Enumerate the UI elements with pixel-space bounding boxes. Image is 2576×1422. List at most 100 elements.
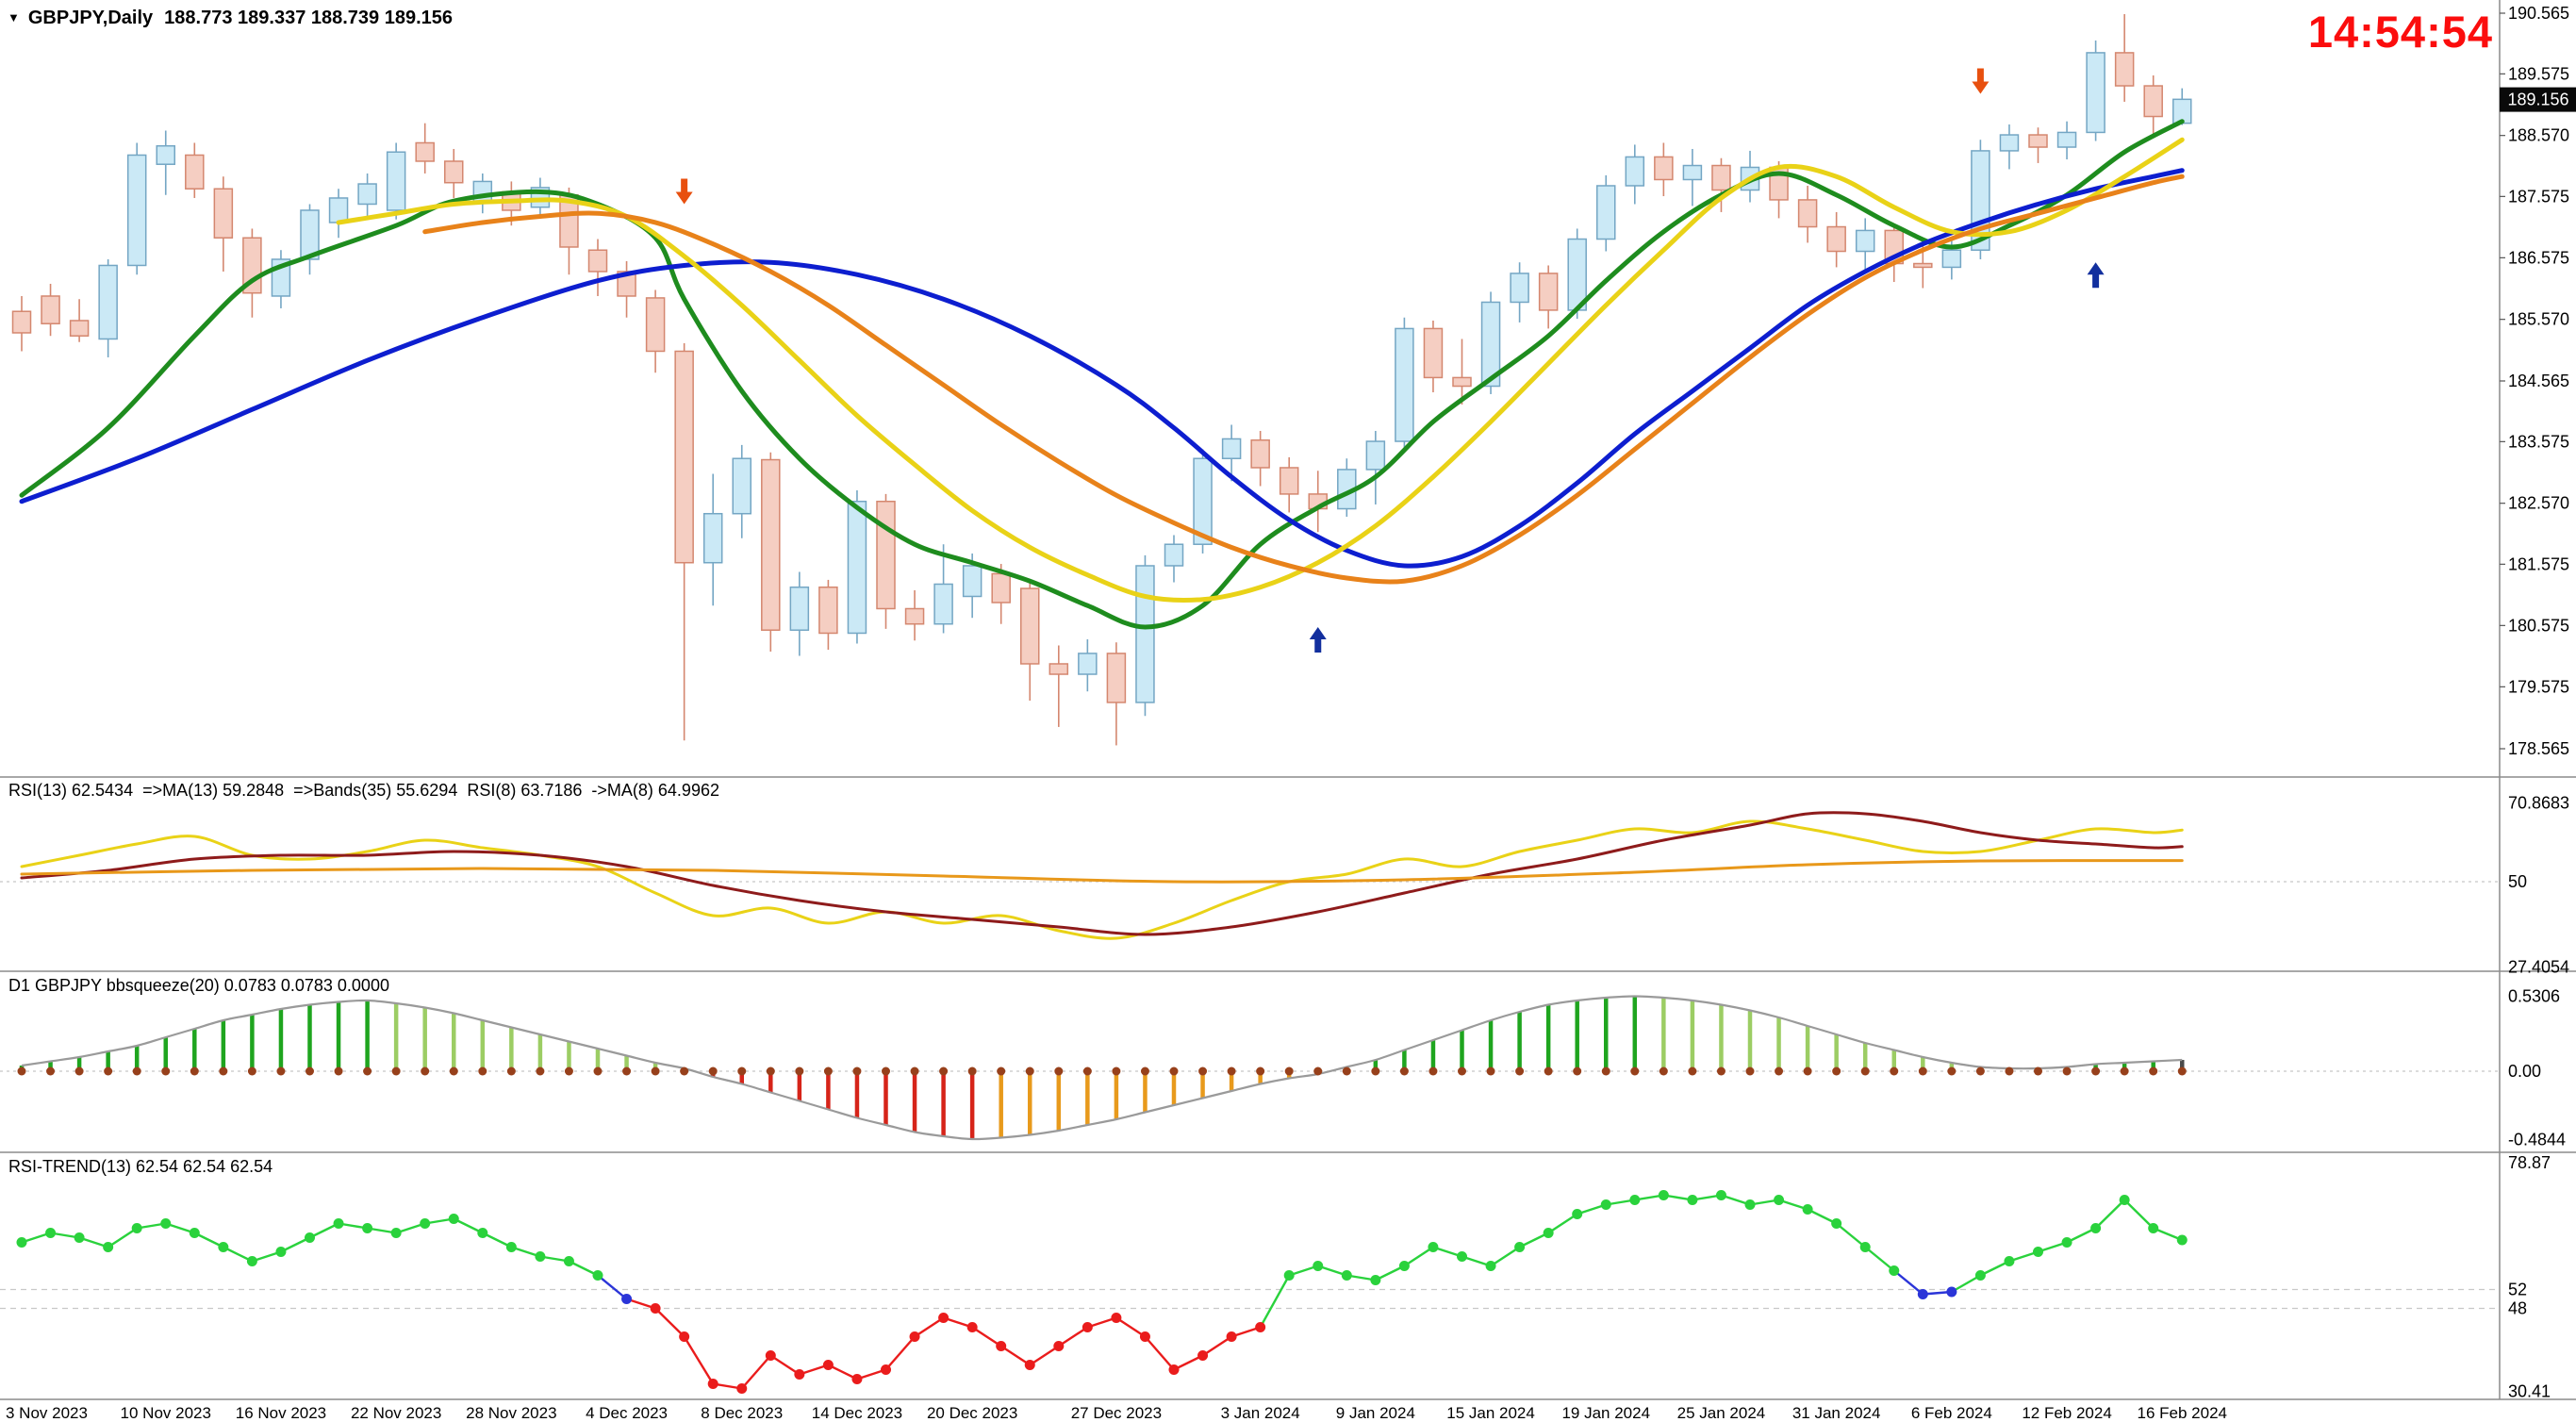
price-axis-label: 182.570 <box>2508 494 2569 513</box>
candle-bear <box>185 154 205 190</box>
sell-signal-arrow-icon <box>1972 68 1990 94</box>
candle-bull <box>1855 229 1875 253</box>
trend-dot <box>131 1223 142 1233</box>
price-axis-label: 183.575 <box>2508 432 2569 451</box>
current-price-text: 189.156 <box>2507 91 2568 109</box>
squeeze-zero-dot <box>104 1066 113 1076</box>
trend-dot <box>592 1270 603 1281</box>
squeeze-zero-dot <box>190 1066 199 1076</box>
price-axis-label: 184.565 <box>2508 372 2569 390</box>
trend-segment <box>597 1274 628 1300</box>
trend-segment <box>740 1354 772 1390</box>
trend-dot <box>563 1256 574 1266</box>
candle-bear <box>674 350 694 564</box>
squeeze-zero-dot <box>1256 1066 1265 1076</box>
trend-axis-label: 30.41 <box>2508 1381 2551 1400</box>
trend-dot <box>1974 1270 1986 1281</box>
trend-segment <box>2153 1227 2183 1242</box>
candle-bear <box>1279 467 1299 495</box>
trend-segment <box>1835 1222 1866 1248</box>
trend-dot <box>765 1350 776 1361</box>
trend-segment <box>568 1260 599 1277</box>
trend-dot <box>851 1374 863 1384</box>
squeeze-zero-dot <box>1515 1066 1525 1076</box>
squeeze-zero-dot <box>1428 1066 1438 1076</box>
candle-bull <box>1164 543 1184 567</box>
candle-bear <box>2143 85 2163 118</box>
dropdown-arrow-icon[interactable]: ▼ <box>8 10 20 25</box>
squeeze-zero-dot <box>1860 1066 1870 1076</box>
time-axis-label: 25 Jan 2024 <box>1677 1404 1766 1422</box>
trend-axis-label: 48 <box>2508 1299 2527 1318</box>
rsi-fast-line <box>20 819 2184 940</box>
trend-segment <box>1259 1274 1291 1329</box>
squeeze-zero-dot <box>1947 1066 1957 1076</box>
candle-bull <box>328 197 349 223</box>
trend-dot <box>679 1331 690 1342</box>
squeeze-zero-dot <box>2034 1066 2042 1076</box>
trend-segment <box>884 1335 916 1371</box>
squeeze-zero-dot <box>74 1066 84 1076</box>
squeeze-zero-dot <box>2177 1066 2187 1076</box>
candle-bear <box>213 188 234 239</box>
squeeze-zero-dot <box>219 1066 228 1076</box>
squeeze-zero-dot <box>823 1066 833 1076</box>
price-axis-label: 178.565 <box>2508 739 2569 758</box>
squeeze-zero-dot <box>737 1066 747 1076</box>
trend-dot <box>1831 1218 1842 1229</box>
trend-dot <box>420 1218 431 1229</box>
squeeze-zero-dot <box>1803 1066 1812 1076</box>
candle-bull <box>1365 440 1386 471</box>
candle-bull <box>1596 185 1616 240</box>
squeeze-zero-dot <box>593 1066 603 1076</box>
candle-bear <box>41 295 60 324</box>
time-axis-label: 16 Feb 2024 <box>2138 1404 2227 1422</box>
price-axis-label: 180.575 <box>2508 616 2569 635</box>
trend-dot <box>1658 1190 1669 1200</box>
squeeze-zero-dot <box>1342 1066 1351 1076</box>
trend-dot <box>45 1228 57 1238</box>
trend-dot <box>1802 1204 1813 1215</box>
squeeze-zero-dot <box>564 1066 573 1076</box>
time-axis-label: 22 Nov 2023 <box>351 1404 441 1422</box>
trend-segment <box>1144 1335 1175 1371</box>
trend-dot <box>1341 1270 1352 1281</box>
symbol-timeframe-label: GBPJPY,Daily <box>27 8 154 28</box>
trend-segment <box>654 1307 685 1338</box>
candle-bear <box>2114 52 2135 87</box>
squeeze-zero-dot <box>2120 1066 2129 1076</box>
trend-dot <box>1485 1261 1496 1271</box>
mid-ma-orange-line <box>422 174 2185 585</box>
time-axis-label: 3 Jan 2024 <box>1221 1404 1300 1422</box>
trend-segment <box>453 1217 484 1234</box>
squeeze-zero-dot <box>766 1066 775 1076</box>
trend-dot <box>2176 1234 2188 1246</box>
candle-bull <box>933 583 953 625</box>
time-axis-label: 20 Dec 2023 <box>927 1404 1017 1422</box>
candle-bull <box>357 183 377 206</box>
trend-segment <box>2094 1199 2125 1230</box>
slow-ma-blue-line <box>19 168 2185 569</box>
trend-dot <box>1283 1270 1295 1281</box>
squeeze-zero-dot <box>651 1066 660 1076</box>
candle-bull <box>847 500 867 635</box>
candle-bull <box>962 565 983 598</box>
trend-dot <box>103 1242 114 1252</box>
squeeze-zero-dot <box>1112 1066 1121 1076</box>
trend-dot <box>535 1251 546 1262</box>
candle-bull <box>126 154 147 267</box>
rsi-axis-label: 50 <box>2508 872 2527 891</box>
candle-bull <box>1395 327 1414 442</box>
squeeze-zero-dot <box>132 1066 141 1076</box>
candle-bear <box>1797 199 1818 228</box>
trend-dot <box>909 1331 920 1342</box>
price-axis-label: 179.575 <box>2508 677 2569 696</box>
trend-segment <box>827 1364 858 1381</box>
trend-segment <box>2066 1227 2097 1244</box>
trend-dot <box>1889 1265 1900 1276</box>
price-axis-label: 181.575 <box>2508 554 2569 573</box>
squeeze-zero-dot <box>882 1066 890 1076</box>
candle-bull <box>702 512 723 564</box>
